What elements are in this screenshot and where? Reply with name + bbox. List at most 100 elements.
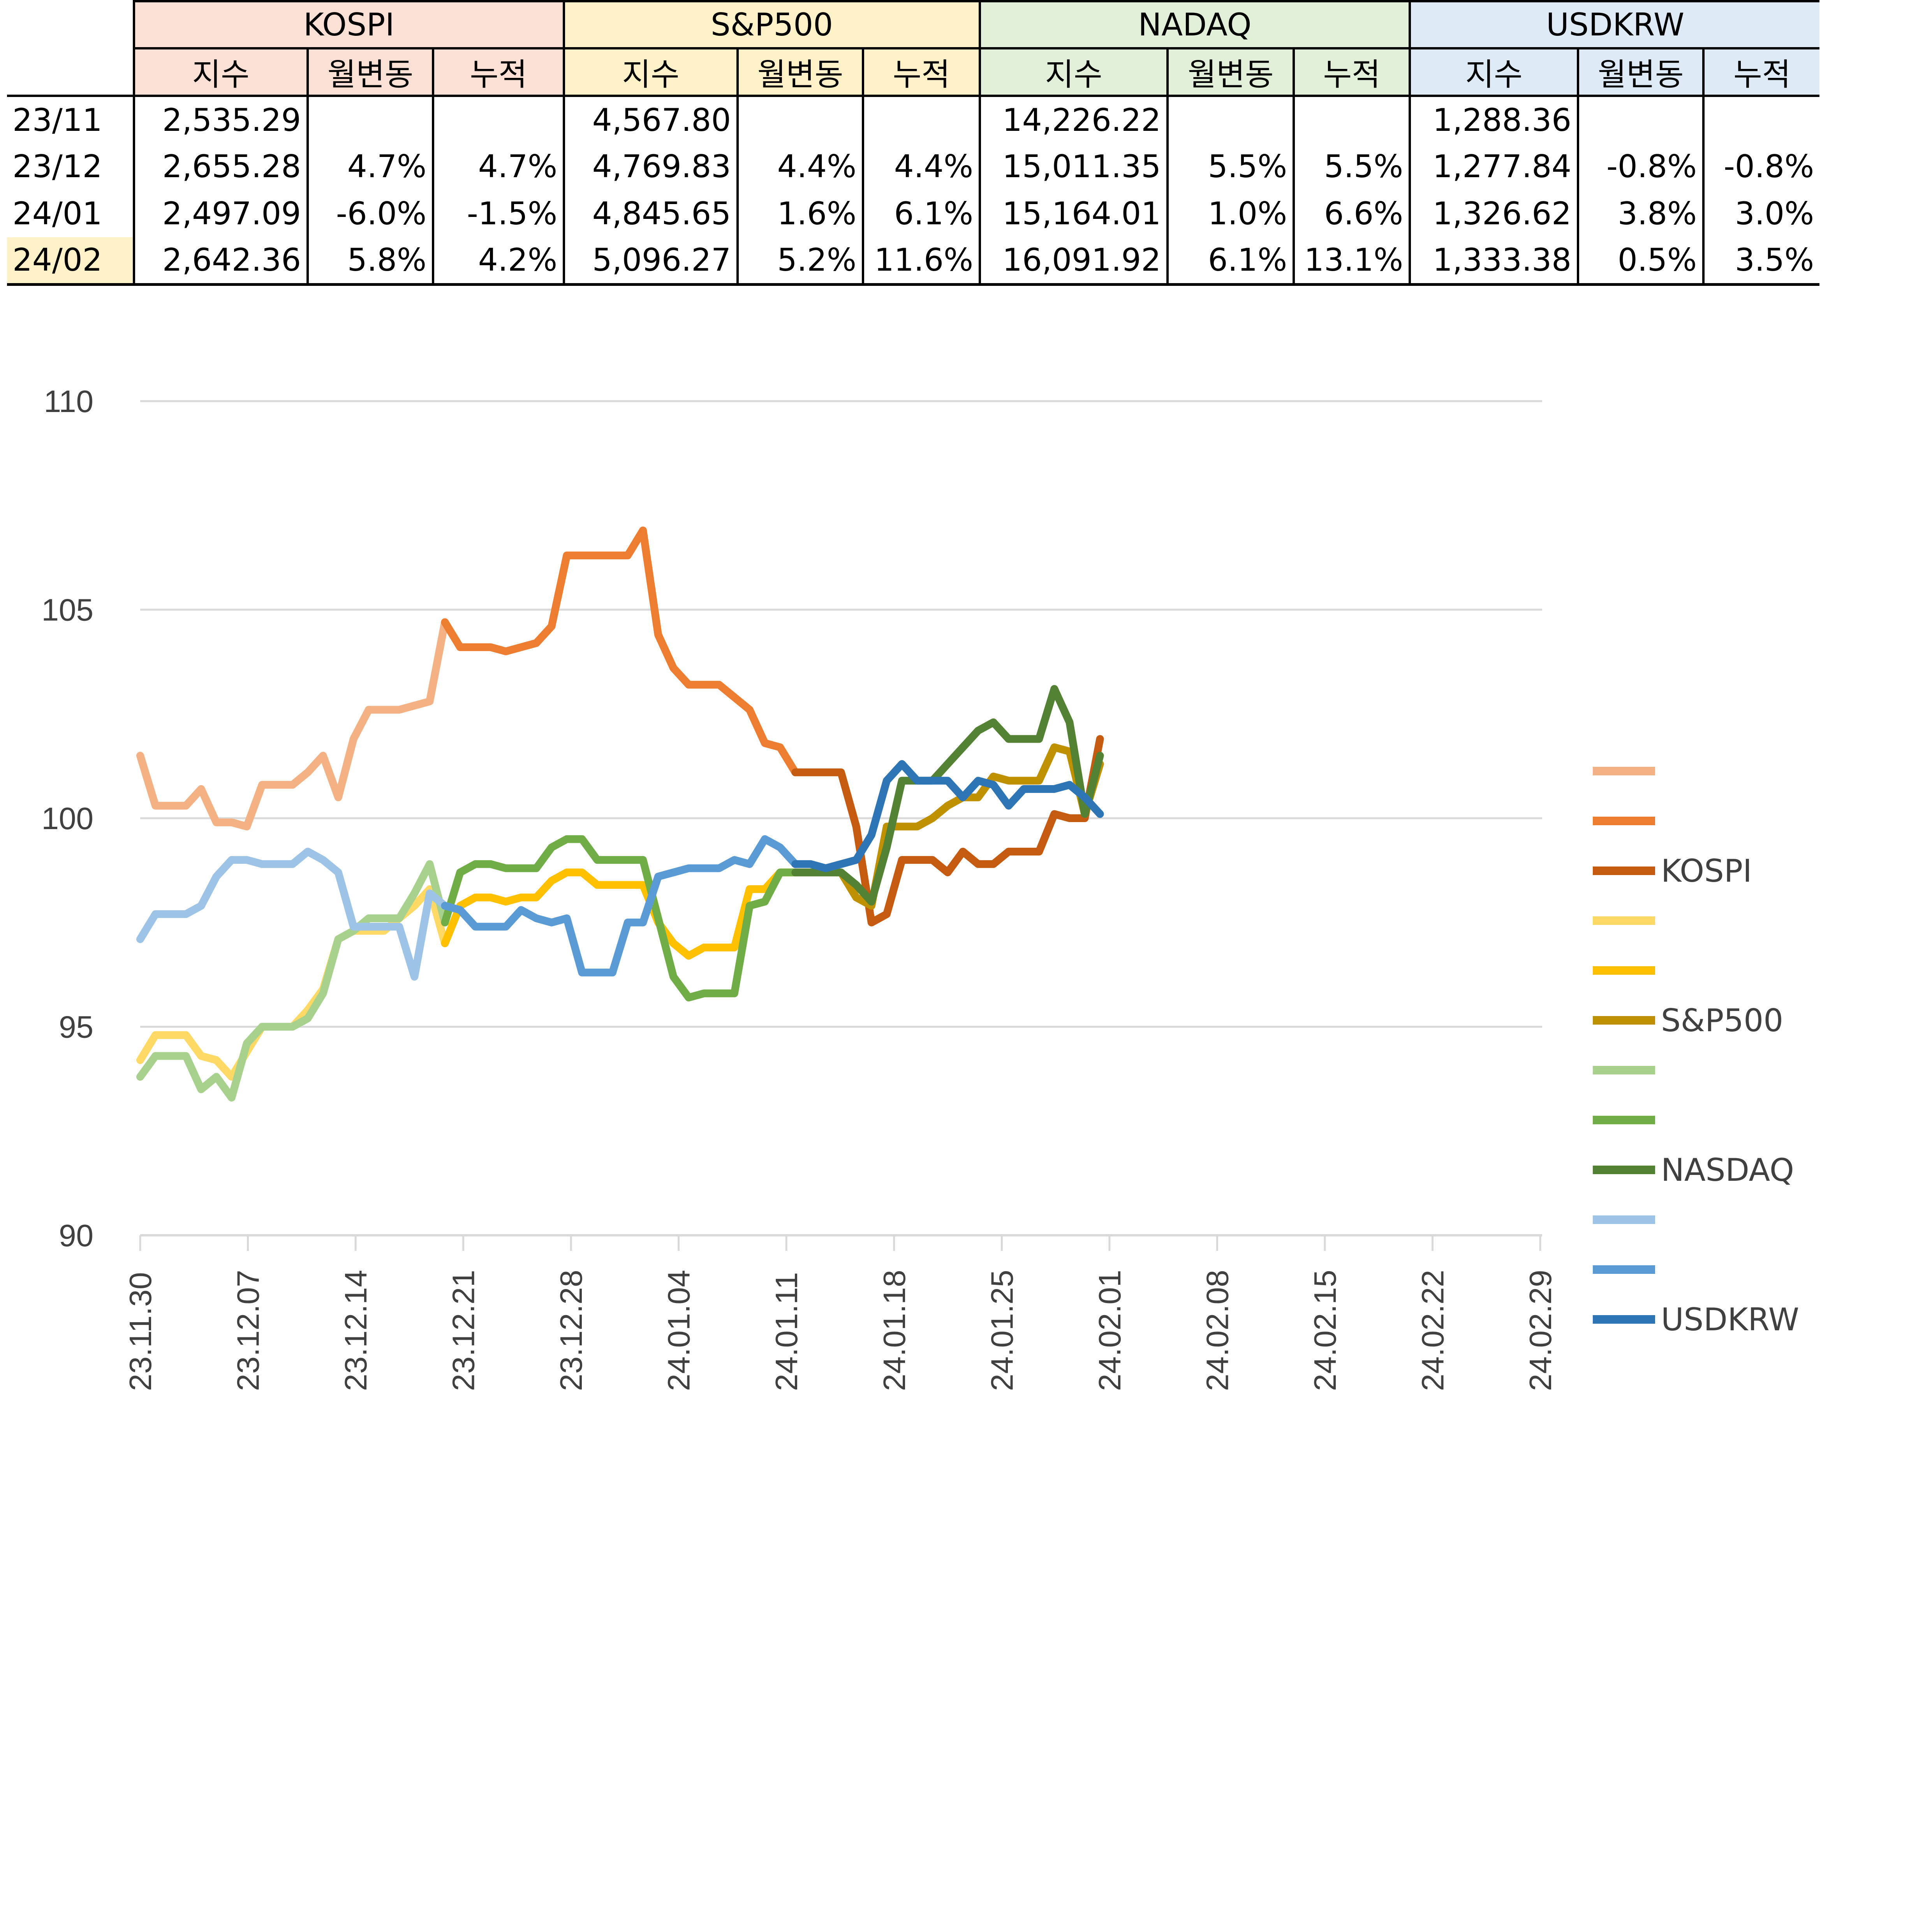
- table-header-sub: 지수 월변동 누적 지수 월변동 누적 지수 월변동 누적 지수 월변동 누적: [7, 48, 1820, 97]
- table-row: 23/12 2,655.28 4.7% 4.7% 4,769.83 4.4% 4.4% 15,…: [7, 143, 1820, 190]
- value-cell: 6.1%: [1166, 237, 1294, 286]
- series-line-nasdaq-jan: [441, 835, 800, 1002]
- value-cell: 4.7%: [431, 143, 564, 190]
- x-tick-label: 23.12.28: [554, 1270, 588, 1391]
- value-cell: 3.5%: [1702, 237, 1820, 286]
- group-header-usdkrw: USDKRW: [1409, 0, 1820, 49]
- series-line-sp500-jan: [441, 868, 800, 960]
- value-cell: -0.8%: [1577, 143, 1704, 190]
- row-date-cell: 24/02: [7, 237, 134, 286]
- series-line-usdkrw-dec: [136, 847, 449, 981]
- table-row: 24/01 2,497.09 -6.0% -1.5% 4,845.65 1.6% 6.1% 1…: [7, 190, 1820, 237]
- x-tick-label: 24.02.15: [1308, 1270, 1342, 1391]
- x-tick-label: 24.01.04: [662, 1270, 696, 1391]
- table-corner-cell: [7, 1, 134, 48]
- group-header-sp500: S&P500: [563, 0, 980, 49]
- table-header-groups: KOSPI S&P500 NADAQ USDKRW: [7, 0, 1820, 49]
- value-cell: 16,091.92: [979, 237, 1168, 286]
- x-tick-label: 23.11.30: [123, 1272, 158, 1391]
- y-tick-label: 110: [44, 384, 93, 419]
- legend-label-sp500: S&P500: [1661, 1002, 1783, 1039]
- value-cell: 6.1%: [862, 190, 980, 237]
- x-tick-label: 24.02.08: [1200, 1270, 1235, 1391]
- value-cell: 15,011.35: [979, 143, 1168, 190]
- value-cell: 14,226.22: [979, 96, 1168, 143]
- x-tick-label: 24.02.01: [1092, 1270, 1127, 1391]
- value-cell: 4.2%: [431, 237, 564, 286]
- subheader-cell: 월변동: [736, 48, 863, 97]
- value-cell: 2,655.28: [133, 143, 308, 190]
- subheader-cell: 지수: [979, 48, 1168, 97]
- subheader-cell: 누적: [1293, 48, 1410, 97]
- subheader-cell: 월변동: [306, 48, 433, 97]
- value-cell: 4,769.83: [563, 143, 738, 190]
- value-cell: 3.8%: [1577, 190, 1704, 237]
- value-cell: [1577, 96, 1704, 143]
- table-row: 24/02 2,642.36 5.8% 4.2% 5,096.27 5.2% 11.6% 16…: [7, 237, 1820, 286]
- series-line-kospi-dec: [136, 618, 449, 831]
- value-cell: 13.1%: [1293, 237, 1410, 286]
- value-cell: [306, 96, 433, 143]
- value-cell: [736, 96, 863, 143]
- subheader-cell: 지수: [133, 48, 308, 97]
- value-cell: 5.2%: [736, 237, 863, 286]
- value-cell: 3.0%: [1702, 190, 1820, 237]
- series-line-kospi-feb: [791, 735, 1104, 926]
- x-tick-label: 23.12.21: [446, 1270, 481, 1391]
- x-tick-label: 23.12.07: [231, 1270, 266, 1391]
- legend-label-usdkrw: USDKRW: [1661, 1302, 1799, 1338]
- value-cell: 5,096.27: [563, 237, 738, 286]
- group-header-nadaq: NADAQ: [979, 0, 1410, 49]
- row-date-cell: 24/01: [12, 195, 102, 232]
- value-cell: 1,333.38: [1409, 237, 1578, 286]
- value-cell: 1,326.62: [1409, 190, 1578, 237]
- value-cell: [1293, 96, 1410, 143]
- x-tick-label: 24.02.22: [1415, 1270, 1450, 1391]
- x-tick-label: 24.01.18: [877, 1270, 912, 1391]
- table-corner-cell: [7, 48, 134, 97]
- value-cell: 4,845.65: [563, 190, 738, 237]
- market-summary-table: KOSPI S&P500 NADAQ USDKRW 지수 월변동 누적 지수 월변동 누적 지수 월변…: [7, 0, 1820, 286]
- value-cell: 1.0%: [1166, 190, 1294, 237]
- value-cell: 11.6%: [862, 237, 980, 286]
- subheader-cell: 지수: [563, 48, 738, 97]
- value-cell: -0.8%: [1702, 143, 1820, 190]
- series-line-nasdaq-feb: [791, 685, 1104, 906]
- value-cell: 5.5%: [1166, 143, 1294, 190]
- value-cell: [1166, 96, 1294, 143]
- value-cell: 4.4%: [736, 143, 863, 190]
- x-tick-label: 23.12.14: [338, 1270, 373, 1391]
- legend-label-kospi: KOSPI: [1661, 853, 1752, 889]
- series-line-usdkrw-feb: [791, 760, 1104, 872]
- value-cell: [862, 96, 980, 143]
- subheader-cell: 월변동: [1166, 48, 1294, 97]
- subheader-cell: 누적: [431, 48, 564, 97]
- series-line-nasdaq-dec: [136, 860, 449, 1102]
- value-cell: 1,288.36: [1409, 96, 1578, 143]
- y-tick-label: 90: [59, 1218, 93, 1253]
- value-cell: 4,567.80: [563, 96, 738, 143]
- value-cell: 5.8%: [306, 237, 433, 286]
- value-cell: 2,535.29: [133, 96, 308, 143]
- row-date-cell: 23/11: [12, 102, 102, 138]
- subheader-cell: 누적: [1702, 48, 1820, 97]
- value-cell: -1.5%: [431, 190, 564, 237]
- series-line-kospi-jan: [441, 527, 800, 777]
- y-tick-label: 100: [42, 801, 93, 836]
- index-line-chart: 90 95 100 105 110 23.11.30 23.12.07 23.12.14 23.…: [42, 384, 1799, 1391]
- value-cell: 2,642.36: [133, 237, 308, 286]
- table-row: 23/11 2,535.29 4,567.80 14,226.22 1,288.36: [7, 96, 1820, 143]
- subheader-cell: 누적: [862, 48, 980, 97]
- value-cell: 0.5%: [1577, 237, 1704, 286]
- value-cell: 6.6%: [1293, 190, 1410, 237]
- value-cell: -6.0%: [306, 190, 433, 237]
- row-date-cell: 23/12: [12, 148, 102, 185]
- y-tick-label: 105: [42, 593, 93, 627]
- x-tick-label: 24.02.29: [1523, 1270, 1558, 1391]
- subheader-cell: 월변동: [1577, 48, 1704, 97]
- value-cell: 4.4%: [862, 143, 980, 190]
- legend-label-nasdaq: NASDAQ: [1661, 1152, 1794, 1188]
- value-cell: [431, 96, 564, 143]
- value-cell: 1,277.84: [1409, 143, 1578, 190]
- y-tick-label: 95: [59, 1010, 93, 1044]
